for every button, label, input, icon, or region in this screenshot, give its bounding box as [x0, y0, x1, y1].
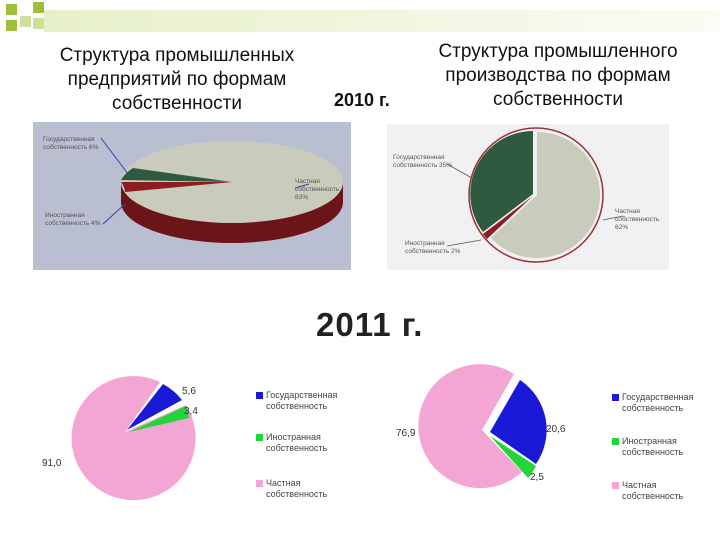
decoration-square: [6, 4, 17, 15]
value-state-2011b: 20,6: [546, 424, 566, 435]
left-title: Структура промышленных предприятий по фо…: [59, 45, 295, 114]
pie-slice-state: [127, 384, 182, 430]
legend-swatch: [612, 394, 619, 401]
legend-label: Частная собственность: [266, 478, 328, 499]
value-foreign-2011b: 2,5: [530, 472, 544, 483]
legend-swatch: [612, 482, 619, 489]
label-state-2010a: Государственная собственность 6%: [43, 136, 99, 151]
pie-slice-foreign: [121, 182, 232, 192]
decoration-square: [20, 16, 31, 27]
pie-slice-private: [71, 376, 196, 500]
pie-2011-production: [418, 364, 547, 489]
pie-2011-enterprises: [71, 376, 196, 500]
value-foreign-2011a: 3,4: [184, 406, 198, 417]
legend-label: Иностранная собственность: [622, 436, 684, 457]
value-private-2011a: 91,0: [42, 458, 62, 469]
right-title: Структура промышленного производства по …: [438, 41, 678, 110]
label-private-2010b: Частная собственность 62%: [615, 208, 660, 231]
legend-item-private: Частная собственность: [256, 478, 346, 500]
pie-slice-private: [491, 131, 601, 258]
legend-swatch: [256, 480, 263, 487]
pie-3d-2010-enterprises: [100, 137, 343, 243]
label-state-2010b: Государственная собственность 35%: [393, 154, 453, 169]
decoration-square: [33, 18, 44, 29]
pie-2010-production: [446, 127, 624, 263]
year-2011-label: 2011 г.: [316, 306, 424, 343]
leader-line: [294, 183, 310, 189]
legend-swatch: [256, 392, 263, 399]
header-decoration-bar: [44, 10, 720, 32]
chart-2010-enterprises: Государственная собственность 6% Иностра…: [33, 122, 351, 270]
decoration-square: [33, 2, 44, 13]
pie-slice-foreign: [490, 436, 536, 478]
label-foreign-2010a: Иностранная собственность 4%: [45, 212, 101, 227]
legend-swatch: [256, 434, 263, 441]
value-state-2011a: 5,6: [182, 386, 196, 397]
legend-label: Государственная собственность: [622, 392, 694, 413]
decoration-square: [6, 20, 17, 31]
leader-line: [446, 239, 482, 247]
legend-item-foreign: Иностранная собственность: [612, 436, 702, 458]
legend-label: Иностранная собственность: [266, 432, 328, 453]
pie-slice-state: [121, 168, 232, 182]
legend-swatch: [612, 438, 619, 445]
pie-slice-foreign: [483, 196, 533, 239]
leader-line: [102, 203, 126, 225]
legend-item-private: Частная собственность: [612, 480, 702, 502]
pie-slice-state: [470, 131, 533, 232]
legend-label: Частная собственность: [622, 480, 684, 501]
legend-item-foreign: Иностранная собственность: [256, 432, 346, 454]
label-foreign-2010b: Иностранная собственность 2%: [405, 240, 461, 255]
year-2010-label: 2010 г.: [334, 90, 390, 110]
pie-slice-private: [418, 364, 522, 489]
legend-item-state: Государственная собственность: [256, 390, 346, 412]
legend-item-state: Государственная собственность: [612, 392, 702, 414]
leader-line: [602, 215, 624, 221]
legend-label: Государственная собственность: [266, 390, 338, 411]
value-private-2011b: 76,9: [396, 428, 416, 439]
leader-line: [100, 137, 129, 175]
chart-2010-production: Государственная собственность 35% Иностр…: [387, 124, 669, 270]
pie-slice-foreign: [129, 406, 189, 432]
pie-slice-state: [490, 380, 547, 464]
label-private-2010a: Частная собственность 83%: [295, 178, 340, 201]
leader-line: [446, 163, 480, 183]
